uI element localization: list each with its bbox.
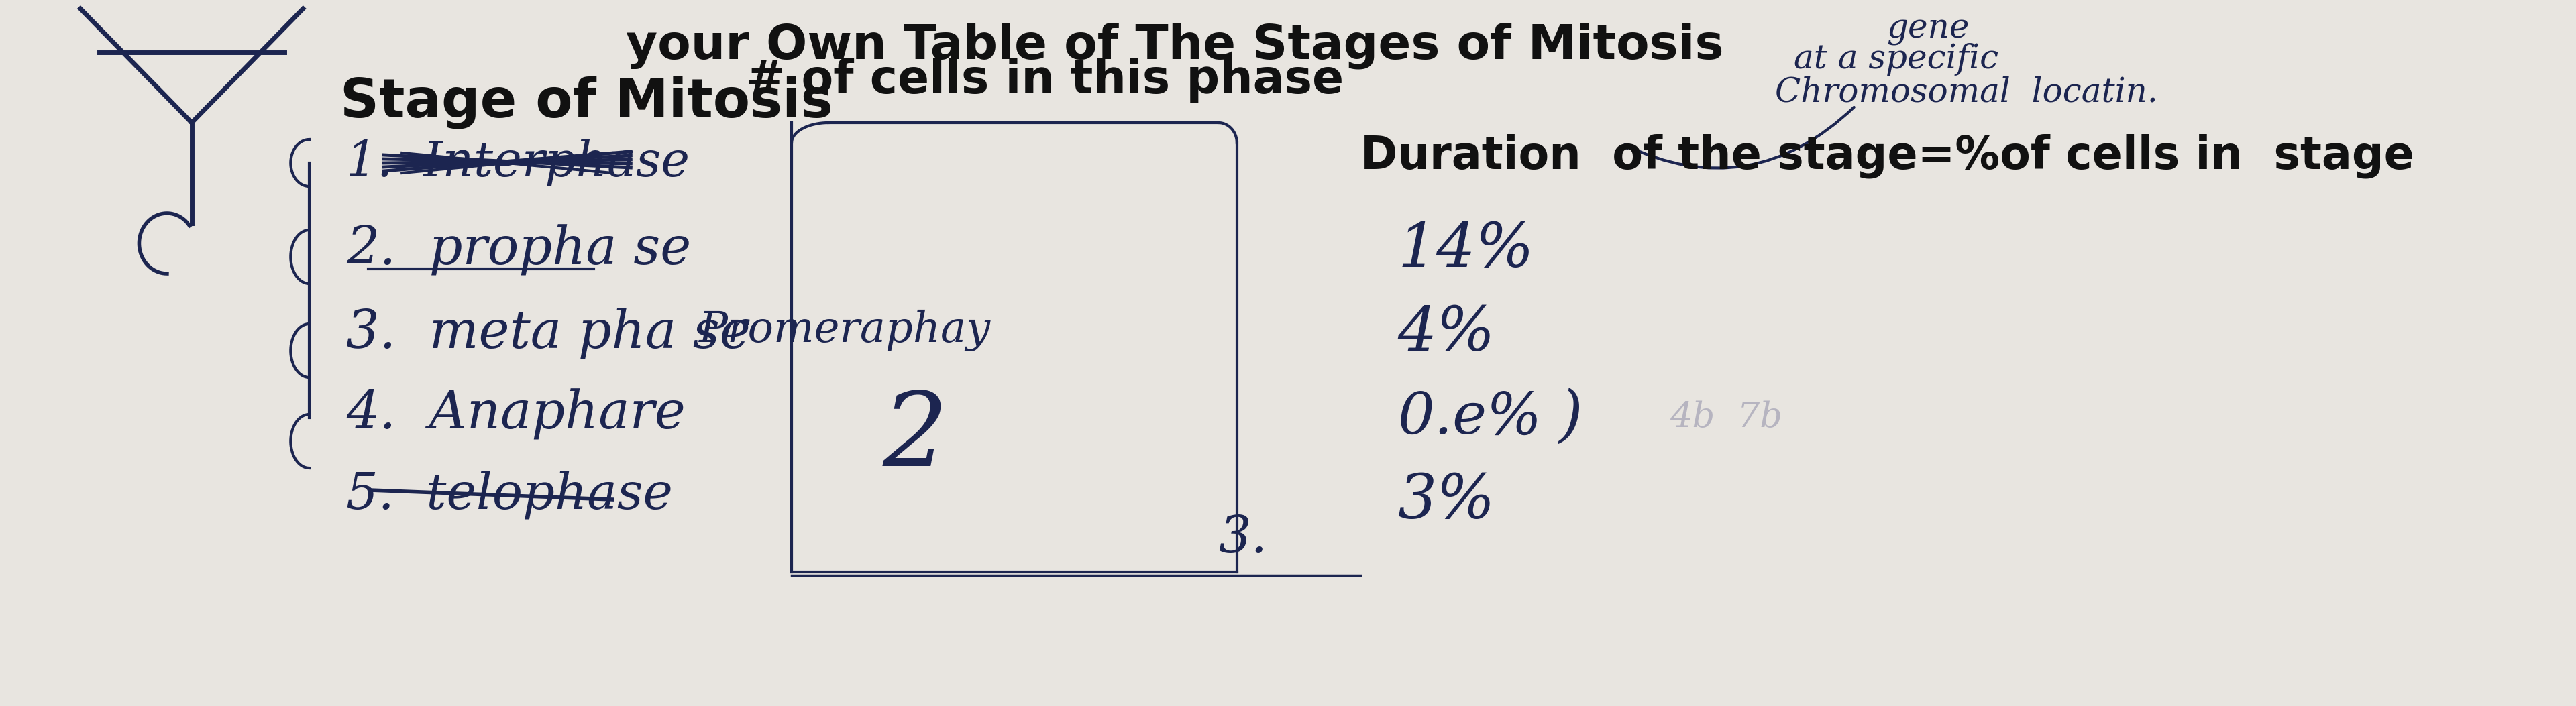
Text: 4b  7b: 4b 7b xyxy=(1669,400,1783,435)
Text: 4.  Anaphare: 4. Anaphare xyxy=(345,389,685,440)
Text: 4%: 4% xyxy=(1399,304,1494,364)
Text: 3.  meta pha se: 3. meta pha se xyxy=(345,309,750,359)
Text: ): ) xyxy=(1558,388,1582,448)
Text: gene: gene xyxy=(1886,12,1968,45)
Text: 0.e%: 0.e% xyxy=(1399,390,1543,445)
Text: Chromosomal  locatin.: Chromosomal locatin. xyxy=(1775,76,2159,109)
Text: Stage of Mitosis: Stage of Mitosis xyxy=(340,76,832,129)
Text: 5.  telophase: 5. telophase xyxy=(345,470,672,519)
Text: 1.  Interphase: 1. Interphase xyxy=(345,139,690,186)
Text: # of cells in this phase: # of cells in this phase xyxy=(747,58,1345,102)
Text: 3.: 3. xyxy=(1218,513,1267,563)
Text: Promeraphay: Promeraphay xyxy=(698,310,992,352)
Text: Duration  of the stage=%of cells in  stage: Duration of the stage=%of cells in stage xyxy=(1360,134,2414,179)
Text: at a specific: at a specific xyxy=(1793,42,1999,76)
Text: 2.  propha se: 2. propha se xyxy=(345,225,690,275)
Text: 3%: 3% xyxy=(1399,472,1494,531)
Text: 2: 2 xyxy=(884,388,948,488)
Text: your Own Table of The Stages of Mitosis: your Own Table of The Stages of Mitosis xyxy=(626,23,1723,69)
Text: 14%: 14% xyxy=(1399,220,1535,280)
